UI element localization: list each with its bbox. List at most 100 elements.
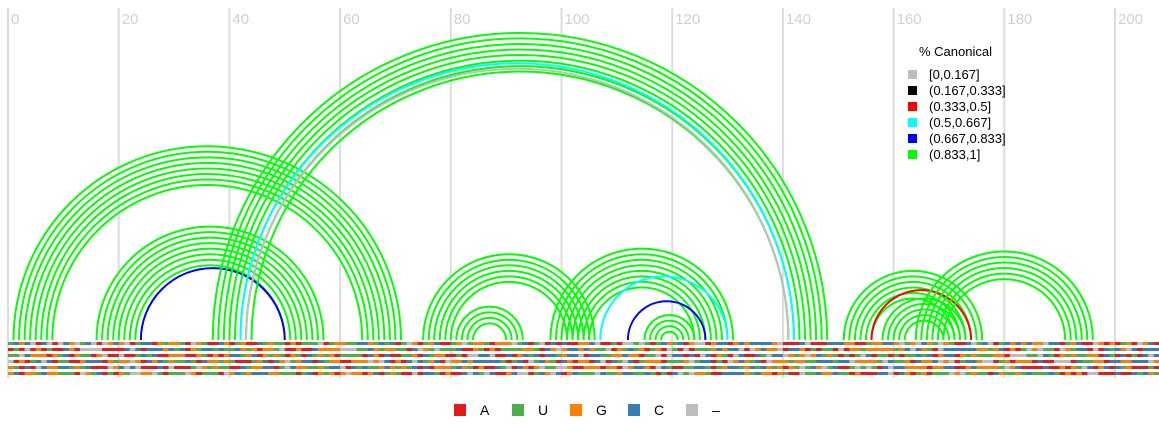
alignment-cell bbox=[262, 372, 269, 375]
alignment-cell bbox=[118, 354, 125, 357]
alignment-cell bbox=[893, 366, 900, 369]
helix-arc bbox=[51, 184, 364, 341]
alignment-cell bbox=[96, 360, 103, 363]
alignment-cell bbox=[511, 360, 518, 363]
alignment-cell bbox=[212, 372, 219, 375]
alignment-cell bbox=[1087, 372, 1094, 375]
alignment-cell bbox=[965, 360, 972, 363]
alignment-cell bbox=[96, 366, 103, 369]
alignment-cell bbox=[915, 354, 922, 357]
alignment-cell bbox=[57, 366, 64, 369]
alignment-cell bbox=[190, 354, 197, 357]
alignment-cell bbox=[306, 354, 313, 357]
alignment-cell bbox=[8, 366, 14, 369]
alignment-cell bbox=[1142, 354, 1149, 357]
alignment-cell bbox=[1026, 354, 1033, 357]
alignment-cell bbox=[760, 360, 767, 363]
alignment-cell bbox=[771, 348, 778, 351]
helix-arc bbox=[582, 280, 701, 341]
alignment-cell bbox=[301, 360, 308, 363]
alignment-cell bbox=[998, 342, 1005, 345]
alignment-cell bbox=[633, 372, 640, 375]
alignment-cell bbox=[434, 342, 441, 345]
alignment-cell bbox=[223, 366, 230, 369]
alignment-cell bbox=[273, 354, 280, 357]
helix-arc bbox=[914, 250, 1094, 341]
alignment-cell bbox=[19, 372, 25, 375]
alignment-cell bbox=[162, 348, 169, 351]
alignment-cell bbox=[1131, 342, 1138, 345]
alignment-cell bbox=[910, 360, 917, 363]
alignment-cell bbox=[146, 342, 153, 345]
alignment-cell bbox=[849, 372, 856, 375]
nucleotide-label: U bbox=[538, 402, 548, 418]
alignment-cell bbox=[1054, 348, 1060, 351]
alignment-cell bbox=[495, 372, 501, 375]
legend-title: % Canonical bbox=[919, 44, 992, 59]
alignment-cell bbox=[882, 342, 889, 345]
alignment-cell bbox=[118, 342, 125, 345]
helix-arc bbox=[12, 145, 402, 341]
alignment-cell bbox=[1120, 372, 1127, 375]
alignment-cell bbox=[340, 366, 346, 369]
alignment-cell bbox=[805, 354, 811, 357]
alignment-cell bbox=[1081, 348, 1088, 351]
alignment-cell bbox=[993, 372, 1000, 375]
alignment-cell bbox=[423, 342, 429, 345]
alignment-cell bbox=[722, 372, 728, 375]
alignment-cell bbox=[506, 342, 512, 345]
alignment-cell bbox=[417, 342, 424, 345]
alignment-cell bbox=[766, 342, 773, 345]
alignment-cell bbox=[954, 366, 961, 369]
alignment-cell bbox=[528, 372, 535, 375]
alignment-cell bbox=[528, 366, 535, 369]
alignment-cell bbox=[1009, 342, 1016, 345]
alignment-cell bbox=[733, 348, 739, 351]
alignment-cell bbox=[185, 360, 191, 363]
alignment-cell bbox=[135, 348, 142, 351]
alignment-cell bbox=[987, 354, 994, 357]
alignment-cell bbox=[201, 354, 208, 357]
alignment-cell bbox=[915, 348, 922, 351]
alignment-cell bbox=[810, 366, 817, 369]
alignment-cell bbox=[666, 360, 673, 363]
alignment-cell bbox=[860, 360, 867, 363]
alignment-cell bbox=[511, 366, 518, 369]
alignment-cell bbox=[196, 372, 203, 375]
alignment-cell bbox=[257, 372, 263, 375]
alignment-cell bbox=[79, 348, 86, 351]
alignment-cell bbox=[79, 366, 86, 369]
alignment-cell bbox=[771, 360, 778, 363]
alignment-cell bbox=[633, 366, 640, 369]
alignment-cell bbox=[555, 342, 562, 345]
alignment-cell bbox=[340, 348, 346, 351]
alignment-cell bbox=[1076, 366, 1083, 369]
alignment-cell bbox=[279, 360, 286, 363]
alignment-cell bbox=[395, 354, 402, 357]
x-tick-label: 180 bbox=[1007, 11, 1032, 28]
alignment-cell bbox=[257, 360, 263, 363]
alignment-cell bbox=[129, 342, 136, 345]
alignment-cell bbox=[85, 360, 92, 363]
alignment-cell bbox=[1098, 354, 1105, 357]
alignment-cell bbox=[1092, 348, 1099, 351]
alignment-cell bbox=[506, 366, 512, 369]
alignment-cell bbox=[666, 348, 673, 351]
alignment-cell bbox=[821, 366, 828, 369]
alignment-cell bbox=[733, 354, 739, 357]
alignment-cell bbox=[583, 354, 590, 357]
alignment-cell bbox=[472, 342, 479, 345]
helix-arc bbox=[40, 173, 375, 341]
alignment-cell bbox=[1004, 354, 1011, 357]
alignment-cell bbox=[871, 348, 878, 351]
alignment-cell bbox=[528, 348, 535, 351]
alignment-cell bbox=[79, 354, 86, 357]
alignment-cell bbox=[705, 366, 712, 369]
alignment-cell bbox=[1137, 342, 1143, 345]
alignment-cell bbox=[157, 366, 164, 369]
alignment-cell bbox=[8, 360, 14, 363]
alignment-cell bbox=[174, 372, 180, 375]
alignment-cell bbox=[428, 360, 435, 363]
alignment-cell bbox=[533, 360, 540, 363]
alignment-cell bbox=[345, 366, 352, 369]
